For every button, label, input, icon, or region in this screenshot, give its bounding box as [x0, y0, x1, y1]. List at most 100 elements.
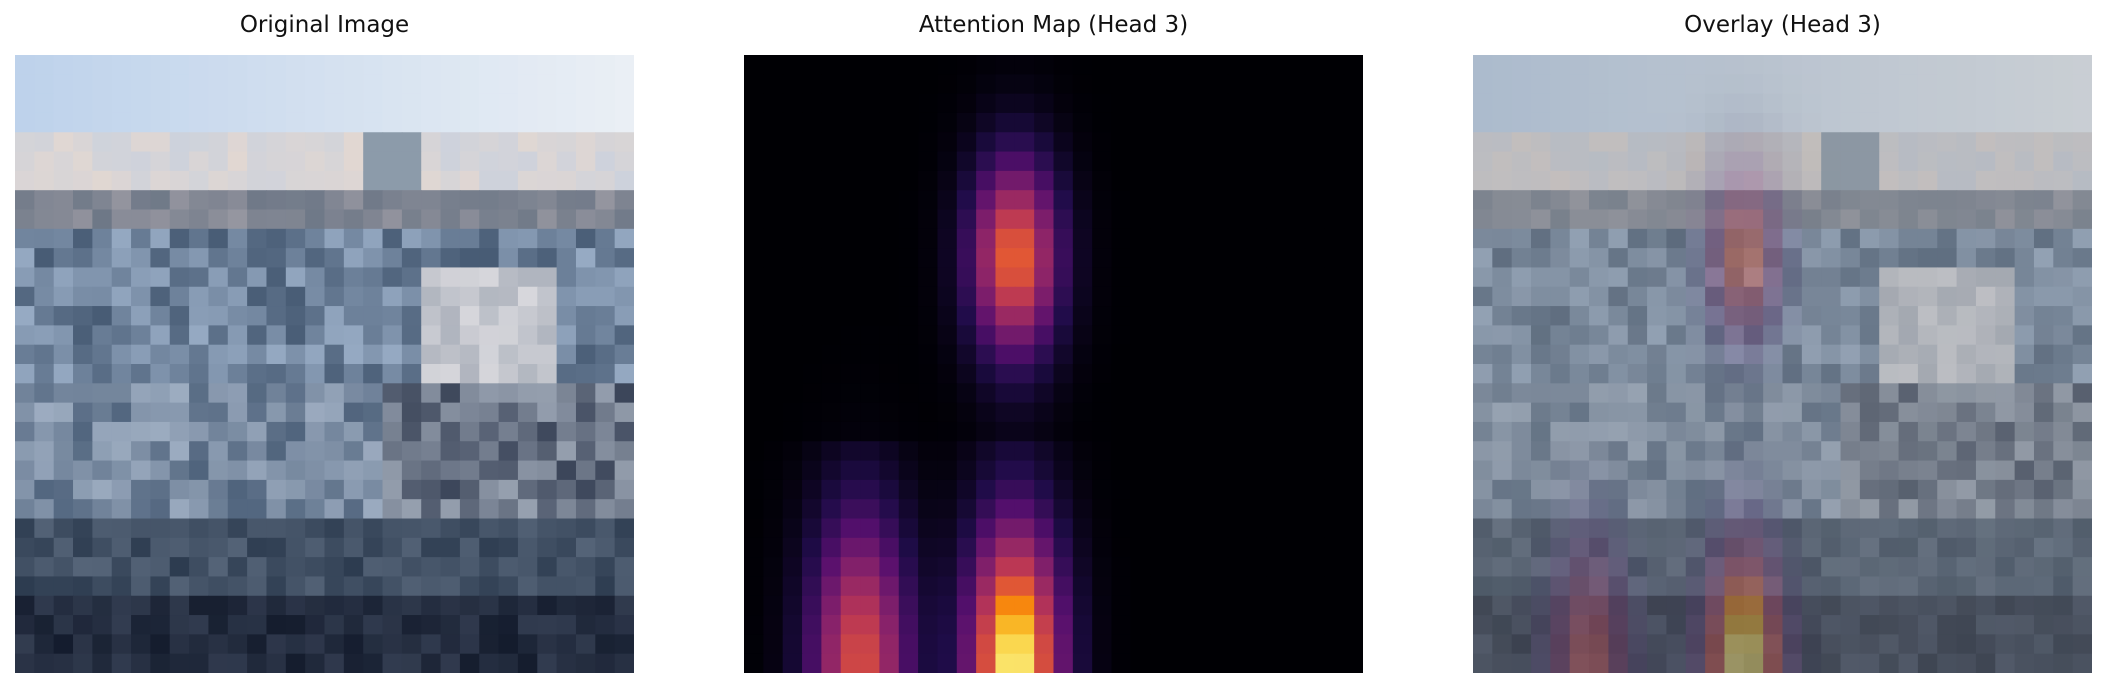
heatmap-pixel [1169, 421, 1190, 442]
overlay-pixel [1627, 479, 1648, 500]
heatmap-pixel [976, 267, 997, 288]
overlay-pixel [1647, 615, 1668, 635]
image-pixel [305, 653, 326, 673]
overlay-pixel [2072, 479, 2092, 500]
panel-title: Original Image [239, 12, 410, 38]
heatmap-pixel [1324, 479, 1345, 500]
image-pixel [169, 306, 190, 326]
image-pixel [517, 93, 538, 114]
image-pixel [131, 421, 151, 442]
image-pixel [169, 325, 190, 346]
heatmap-pixel [918, 421, 939, 442]
overlay-pixel [2033, 190, 2054, 211]
image-pixel [324, 383, 345, 404]
heatmap-pixel [1285, 441, 1306, 462]
overlay-pixel [1917, 209, 1938, 230]
overlay-pixel [1627, 421, 1648, 442]
overlay-pixel [1917, 402, 1938, 423]
heatmap-pixel [1304, 653, 1325, 673]
heatmap-pixel [1169, 364, 1190, 384]
heatmap-pixel [976, 460, 997, 481]
image-pixel [575, 364, 596, 384]
overlay-pixel [1782, 537, 1803, 558]
heatmap-pixel [1150, 595, 1171, 616]
image-pixel [614, 595, 634, 616]
overlay-pixel [1705, 634, 1726, 655]
overlay-pixel [2033, 441, 2054, 462]
heatmap-pixel [1092, 170, 1113, 191]
heatmap-pixel [1130, 460, 1151, 481]
image-pixel [498, 518, 519, 539]
heatmap-pixel [782, 74, 803, 95]
heatmap-pixel [1034, 151, 1055, 172]
overlay-pixel [1821, 151, 1842, 172]
heatmap-pixel [782, 132, 803, 153]
heatmap-pixel [860, 267, 880, 288]
overlay-pixel [1627, 537, 1648, 558]
image-pixel [266, 441, 287, 462]
overlay-pixel [1801, 286, 1822, 307]
overlay-pixel [1975, 344, 1996, 365]
image-pixel [34, 383, 55, 404]
heatmap-pixel [1111, 383, 1132, 404]
overlay-pixel [2014, 518, 2035, 539]
overlay-pixel [1859, 132, 1880, 153]
heatmap-pixel [1304, 499, 1325, 520]
overlay-pixel [1763, 557, 1784, 578]
heatmap-pixel [1266, 55, 1287, 75]
image-pixel [34, 557, 55, 578]
overlay-pixel [1627, 228, 1648, 249]
heatmap-pixel [1188, 112, 1209, 133]
image-pixel [575, 74, 596, 95]
heatmap-pixel [1324, 170, 1345, 191]
heatmap-pixel [1208, 402, 1229, 423]
image-pixel [343, 479, 364, 500]
heatmap-pixel [1169, 132, 1190, 153]
overlay-pixel [1782, 344, 1803, 365]
overlay-pixel [1937, 286, 1958, 307]
image-pixel [556, 364, 577, 384]
heatmap-pixel [1343, 421, 1363, 442]
overlay-pixel [2072, 286, 2092, 307]
image-pixel [575, 132, 596, 153]
image-pixel [421, 460, 442, 481]
overlay-pixel [1743, 383, 1764, 404]
image-pixel [189, 421, 210, 442]
heatmap-pixel [1150, 325, 1171, 346]
overlay-pixel [1647, 653, 1668, 673]
image-pixel [92, 170, 113, 191]
overlay-pixel [1724, 306, 1745, 326]
heatmap-pixel [956, 518, 977, 539]
overlay-pixel [1473, 557, 1493, 578]
overlay-pixel [1782, 55, 1803, 75]
image-pixel [363, 286, 384, 307]
overlay-pixel [1492, 74, 1513, 95]
image-pixel [479, 209, 500, 230]
image-pixel [92, 151, 113, 172]
overlay-pixel [2033, 402, 2054, 423]
image-pixel [131, 132, 151, 153]
image-pixel [459, 344, 480, 365]
image-pixel [498, 190, 519, 211]
overlay-pixel [1859, 344, 1880, 365]
image-pixel [382, 634, 403, 655]
overlay-pixel [1995, 93, 2016, 114]
overlay-pixel [1898, 286, 1919, 307]
overlay-pixel [2033, 537, 2054, 558]
image-pixel [73, 615, 93, 635]
image-pixel [324, 74, 345, 95]
image-pixel [382, 286, 403, 307]
overlay-pixel [1531, 653, 1551, 673]
image-pixel [537, 518, 558, 539]
heatmap-pixel [1188, 93, 1209, 114]
image-pixel [247, 479, 268, 500]
overlay-pixel [1511, 55, 1532, 75]
heatmap-pixel [1208, 344, 1229, 365]
overlay-pixel [1859, 518, 1880, 539]
overlay-pixel [1705, 151, 1726, 172]
overlay-pixel [1473, 460, 1493, 481]
image-pixel [247, 576, 268, 597]
image-pixel [575, 441, 596, 462]
image-pixel [92, 557, 113, 578]
overlay-pixel [1917, 615, 1938, 635]
